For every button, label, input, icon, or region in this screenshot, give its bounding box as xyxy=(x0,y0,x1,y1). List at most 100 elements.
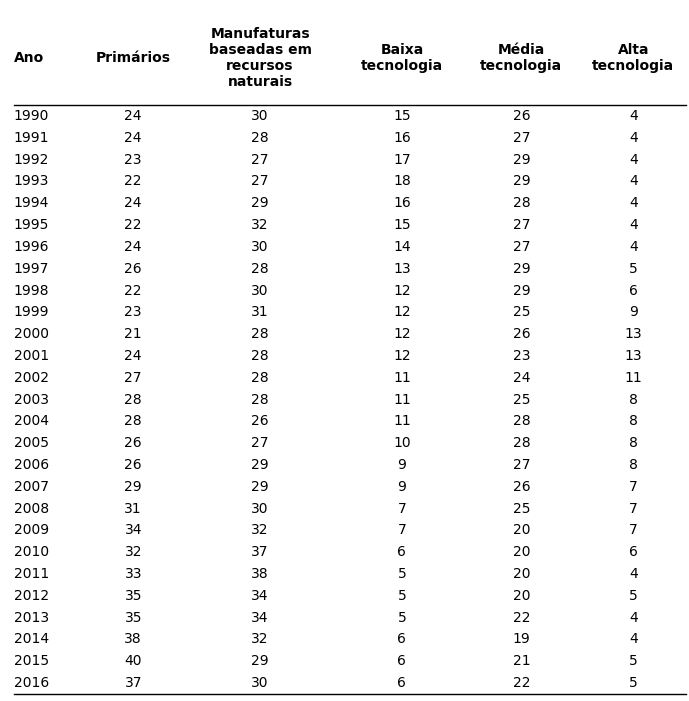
Text: 29: 29 xyxy=(513,283,530,297)
Text: 5: 5 xyxy=(398,611,407,625)
Text: 8: 8 xyxy=(629,414,638,428)
Text: 5: 5 xyxy=(629,654,638,668)
Text: 29: 29 xyxy=(513,175,530,189)
Text: 2003: 2003 xyxy=(14,393,49,407)
Text: 22: 22 xyxy=(125,283,142,297)
Text: 2015: 2015 xyxy=(14,654,49,668)
Text: 24: 24 xyxy=(513,371,530,385)
Text: 32: 32 xyxy=(251,524,269,538)
Text: 24: 24 xyxy=(125,109,142,123)
Text: 2006: 2006 xyxy=(14,458,49,472)
Text: 5: 5 xyxy=(629,589,638,603)
Text: 1992: 1992 xyxy=(14,153,49,167)
Text: 11: 11 xyxy=(393,371,411,385)
Text: 28: 28 xyxy=(251,261,269,275)
Text: 21: 21 xyxy=(513,654,530,668)
Text: 4: 4 xyxy=(629,131,638,145)
Text: 18: 18 xyxy=(393,175,411,189)
Text: 26: 26 xyxy=(125,458,142,472)
Text: 10: 10 xyxy=(393,436,411,450)
Text: 15: 15 xyxy=(393,109,411,123)
Text: 29: 29 xyxy=(251,479,269,494)
Text: 34: 34 xyxy=(125,524,142,538)
Text: 4: 4 xyxy=(629,109,638,123)
Text: 28: 28 xyxy=(513,436,530,450)
Text: 2016: 2016 xyxy=(14,676,49,690)
Text: 20: 20 xyxy=(513,589,530,603)
Text: 20: 20 xyxy=(513,545,530,559)
Text: 8: 8 xyxy=(629,393,638,407)
Text: 1999: 1999 xyxy=(14,306,50,320)
Text: 8: 8 xyxy=(629,436,638,450)
Text: 35: 35 xyxy=(125,589,142,603)
Text: 2012: 2012 xyxy=(14,589,49,603)
Text: 30: 30 xyxy=(251,676,269,690)
Text: 2014: 2014 xyxy=(14,632,49,646)
Text: 27: 27 xyxy=(513,131,530,145)
Text: 29: 29 xyxy=(513,153,530,167)
Text: 28: 28 xyxy=(251,371,269,385)
Text: 33: 33 xyxy=(125,567,142,581)
Text: 23: 23 xyxy=(125,153,142,167)
Text: 28: 28 xyxy=(251,131,269,145)
Text: 27: 27 xyxy=(125,371,142,385)
Text: 12: 12 xyxy=(393,306,411,320)
Text: 12: 12 xyxy=(393,327,411,341)
Text: 28: 28 xyxy=(251,327,269,341)
Text: Baixa
tecnologia: Baixa tecnologia xyxy=(361,43,443,73)
Text: 5: 5 xyxy=(398,589,407,603)
Text: 8: 8 xyxy=(629,458,638,472)
Text: 24: 24 xyxy=(125,349,142,363)
Text: 34: 34 xyxy=(251,611,269,625)
Text: 2002: 2002 xyxy=(14,371,49,385)
Text: 29: 29 xyxy=(251,458,269,472)
Text: 11: 11 xyxy=(393,414,411,428)
Text: 9: 9 xyxy=(398,458,407,472)
Text: 4: 4 xyxy=(629,153,638,167)
Text: 27: 27 xyxy=(251,175,269,189)
Text: Manufaturas
baseadas em
recursos
naturais: Manufaturas baseadas em recursos naturai… xyxy=(209,27,311,89)
Text: 2000: 2000 xyxy=(14,327,49,341)
Text: Média
tecnologia: Média tecnologia xyxy=(480,43,562,73)
Text: 7: 7 xyxy=(629,502,638,516)
Text: 27: 27 xyxy=(251,436,269,450)
Text: 13: 13 xyxy=(624,327,642,341)
Text: 27: 27 xyxy=(513,458,530,472)
Text: 19: 19 xyxy=(513,632,531,646)
Text: 24: 24 xyxy=(125,240,142,254)
Text: 27: 27 xyxy=(513,240,530,254)
Text: 28: 28 xyxy=(125,393,142,407)
Text: 24: 24 xyxy=(125,131,142,145)
Text: 35: 35 xyxy=(125,611,142,625)
Text: 30: 30 xyxy=(251,109,269,123)
Text: 1993: 1993 xyxy=(14,175,49,189)
Text: 7: 7 xyxy=(398,524,407,538)
Text: 34: 34 xyxy=(251,589,269,603)
Text: 32: 32 xyxy=(251,632,269,646)
Text: 1990: 1990 xyxy=(14,109,49,123)
Text: 26: 26 xyxy=(513,327,530,341)
Text: 28: 28 xyxy=(251,349,269,363)
Text: 38: 38 xyxy=(125,632,142,646)
Text: 7: 7 xyxy=(629,479,638,494)
Text: 21: 21 xyxy=(125,327,142,341)
Text: 14: 14 xyxy=(393,240,411,254)
Text: 1997: 1997 xyxy=(14,261,49,275)
Text: 6: 6 xyxy=(398,545,407,559)
Text: 5: 5 xyxy=(629,676,638,690)
Text: 12: 12 xyxy=(393,283,411,297)
Text: 26: 26 xyxy=(251,414,269,428)
Text: 31: 31 xyxy=(125,502,142,516)
Text: 29: 29 xyxy=(125,479,142,494)
Text: 6: 6 xyxy=(629,283,638,297)
Text: 1994: 1994 xyxy=(14,196,49,210)
Text: 20: 20 xyxy=(513,567,530,581)
Text: 5: 5 xyxy=(398,567,407,581)
Text: 2007: 2007 xyxy=(14,479,49,494)
Text: 32: 32 xyxy=(251,218,269,232)
Text: 29: 29 xyxy=(251,654,269,668)
Text: 28: 28 xyxy=(251,393,269,407)
Text: 27: 27 xyxy=(513,218,530,232)
Text: 22: 22 xyxy=(513,611,530,625)
Text: 30: 30 xyxy=(251,283,269,297)
